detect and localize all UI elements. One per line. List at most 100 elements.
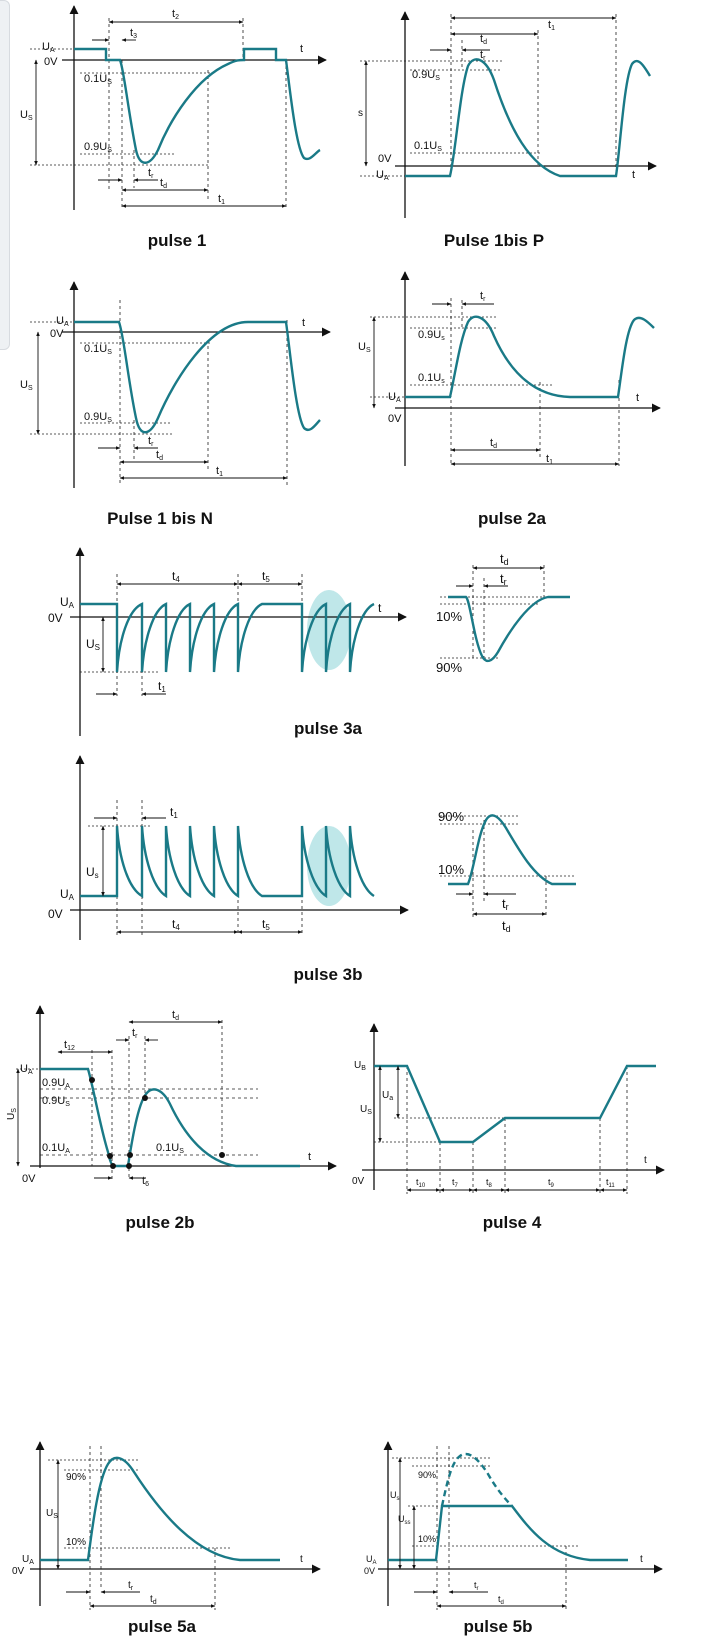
diagram-pulse-2a: US 0.9Us 0.1Us UA 0V t tr td t1	[358, 271, 661, 466]
pulse3a-detail-label-tr: tr	[500, 571, 507, 587]
pulse1bisn-label-0v: 0V	[50, 328, 64, 340]
pulse1-label-t1: t1	[218, 193, 225, 206]
diagram-pulse-3a-detail: td tr 10% 90%	[436, 551, 570, 675]
pulse4-label-us: US	[360, 1104, 372, 1116]
pulse3b-detail-waveform	[448, 814, 576, 886]
pulse2b-point-90a	[89, 1077, 95, 1083]
pulse1bisp-label-p90: 0.9US	[412, 69, 440, 82]
diagram-pulse-3a: UA 0V US t t4 t5 t1	[48, 547, 407, 736]
diagram-pulse-1bis-n: UA 0V US t 0.1US 0.9US tr td t1	[20, 281, 331, 488]
pulse3a-highlight	[307, 590, 351, 670]
pulse4-label-t10: t10	[416, 1177, 426, 1189]
pulse1bisp-label-t: t	[632, 169, 635, 181]
pulse5a-label-0v: 0V	[12, 1566, 25, 1577]
side-tab[interactable]	[0, 0, 10, 350]
diagram-pulse-3b-detail: 90% 10% tr td	[438, 809, 576, 934]
pulse2b-label-p10a: 0.1UA	[42, 1142, 70, 1155]
pulse1-label-t: t	[300, 43, 303, 55]
pulse3a-waveform	[80, 602, 375, 673]
pulse3a-label-ua: UA	[60, 595, 75, 610]
pulse3a-label-0v: 0V	[48, 611, 63, 625]
pulse2a-label-t1: t1	[546, 453, 553, 466]
pulse4-label-ub: UB	[354, 1060, 366, 1072]
pulse3b-waveform	[80, 825, 375, 899]
pulse1bisn-label-td: td	[156, 449, 163, 462]
pulse4-label-ua: Ua	[382, 1090, 393, 1102]
caption-pulse-2a: pulse 2a	[478, 509, 547, 528]
pulse2b-label-td: td	[172, 1009, 179, 1022]
pulse5b-label-td: td	[498, 1594, 504, 1606]
pulse2b-waveform	[40, 1067, 300, 1168]
pulse1bisp-label-p10: 0.1US	[414, 140, 442, 153]
pulse3a-detail-label-10: 10%	[436, 609, 462, 624]
pulse3b-label-us: Us	[86, 865, 99, 880]
pulse4-waveform	[374, 1064, 656, 1144]
caption-pulse-1: pulse 1	[148, 231, 207, 250]
pulse5a-label-td: td	[150, 1594, 157, 1606]
pulse1-label-tr: tr	[148, 167, 154, 180]
pulse1bisn-label-p10: 0.1US	[84, 343, 112, 356]
pulse2b-label-p10s: 0.1US	[156, 1142, 184, 1155]
pulse3b-highlight	[307, 826, 351, 906]
pulse3b-label-0v: 0V	[48, 907, 63, 921]
pulse4-label-0v: 0V	[352, 1176, 365, 1187]
pulse5a-label-us: US	[46, 1508, 58, 1520]
pulse5a-label-t: t	[300, 1554, 303, 1565]
diagram-pulse-4: UB US Ua 0V t t10 t7 t8 t9 t11	[352, 1023, 665, 1194]
pulse4-label-t9: t9	[548, 1177, 555, 1189]
pulse5a-label-p90: 90%	[66, 1472, 86, 1483]
pulse1-label-t2: t2	[172, 8, 179, 21]
pulse5b-label-us: Us	[390, 1490, 400, 1502]
pulse1bisn-label-t1: t1	[216, 465, 223, 478]
diagram-pulse-1bis-p: s 0.9US 0.1US 0V UA t t1 td tr	[358, 11, 657, 218]
pulse2b-label-p90a: 0.9UA	[42, 1077, 70, 1090]
pulse3b-label-t4: t4	[172, 917, 180, 932]
pulse1bisp-label-td: td	[480, 33, 487, 46]
pulse2b-point-10a	[107, 1153, 113, 1159]
pulse3b-label-t5: t5	[262, 917, 270, 932]
pulse1bisp-waveform	[405, 58, 652, 178]
pulse2a-label-tr: tr	[480, 290, 486, 303]
pulse2b-point-10s	[127, 1152, 133, 1158]
pulse2a-label-p10: 0.1Us	[418, 372, 445, 385]
diagram-pulse-3b: UA 0V Us t1 t4 t5	[48, 755, 409, 940]
pulse5b-label-t: t	[640, 1554, 643, 1565]
pulse1bisp-label-t1: t1	[548, 19, 555, 32]
pulse3b-detail-label-90: 90%	[438, 809, 464, 824]
pulse5b-waveform-unclamped	[440, 1452, 513, 1507]
pulse5b-label-uss: Uss	[398, 1514, 411, 1526]
caption-pulse-5b: pulse 5b	[464, 1617, 533, 1636]
pulse2b-label-tr: tr	[132, 1027, 138, 1040]
diagram-pulse-5a: 90% US 10% UA 0V t tr td	[12, 1441, 321, 1610]
pulse2b-label-us: US	[6, 1108, 18, 1120]
pulse3a-label-t1: t1	[158, 679, 166, 694]
pulse2b-label-p90s: 0.9US	[42, 1095, 70, 1108]
pulse5b-waveform-clamped	[388, 1504, 628, 1562]
pulse1-label-ua: UA	[42, 41, 55, 54]
pulse2b-label-ua: UA	[20, 1063, 33, 1076]
pulse4-label-t11: t11	[606, 1177, 615, 1189]
caption-pulse-1bis-n: Pulse 1 bis N	[107, 509, 213, 528]
pulse3a-label-t: t	[378, 601, 382, 615]
pulse1bisn-label-p90: 0.9US	[84, 411, 112, 424]
pulse1-label-td: td	[160, 177, 167, 190]
pulse2b-label-0v: 0V	[22, 1173, 36, 1185]
pulse4-label-t: t	[644, 1155, 647, 1166]
pulse2b-point-bottom-a	[110, 1163, 116, 1169]
pulse3a-detail-waveform	[448, 595, 570, 663]
pulse3b-label-ua: UA	[60, 887, 75, 902]
diagram-pulse-5b: 90% Us Uss 10% UA 0V t tr td	[364, 1441, 663, 1610]
pulse1-label-0v: 0V	[44, 56, 58, 68]
pulse3a-label-t5: t5	[262, 569, 270, 584]
caption-pulse-4: pulse 4	[483, 1213, 542, 1232]
pulse5b-label-tr: tr	[474, 1580, 479, 1592]
pulse2a-label-td: td	[490, 437, 497, 450]
pulse3a-detail-label-td: td	[500, 551, 509, 567]
pulse5a-label-tr: tr	[128, 1580, 134, 1592]
pulse5a-label-p10: 10%	[66, 1537, 86, 1548]
diagram-pulse-2b: UA US 0V t t12 tr td 0.9UA 0.9US 0.1UA 0…	[6, 1005, 337, 1188]
pulse4-label-t8: t8	[486, 1177, 493, 1189]
pulse2a-label-0v: 0V	[388, 413, 402, 425]
pulse1-label-p90: 0.9US	[84, 141, 112, 154]
